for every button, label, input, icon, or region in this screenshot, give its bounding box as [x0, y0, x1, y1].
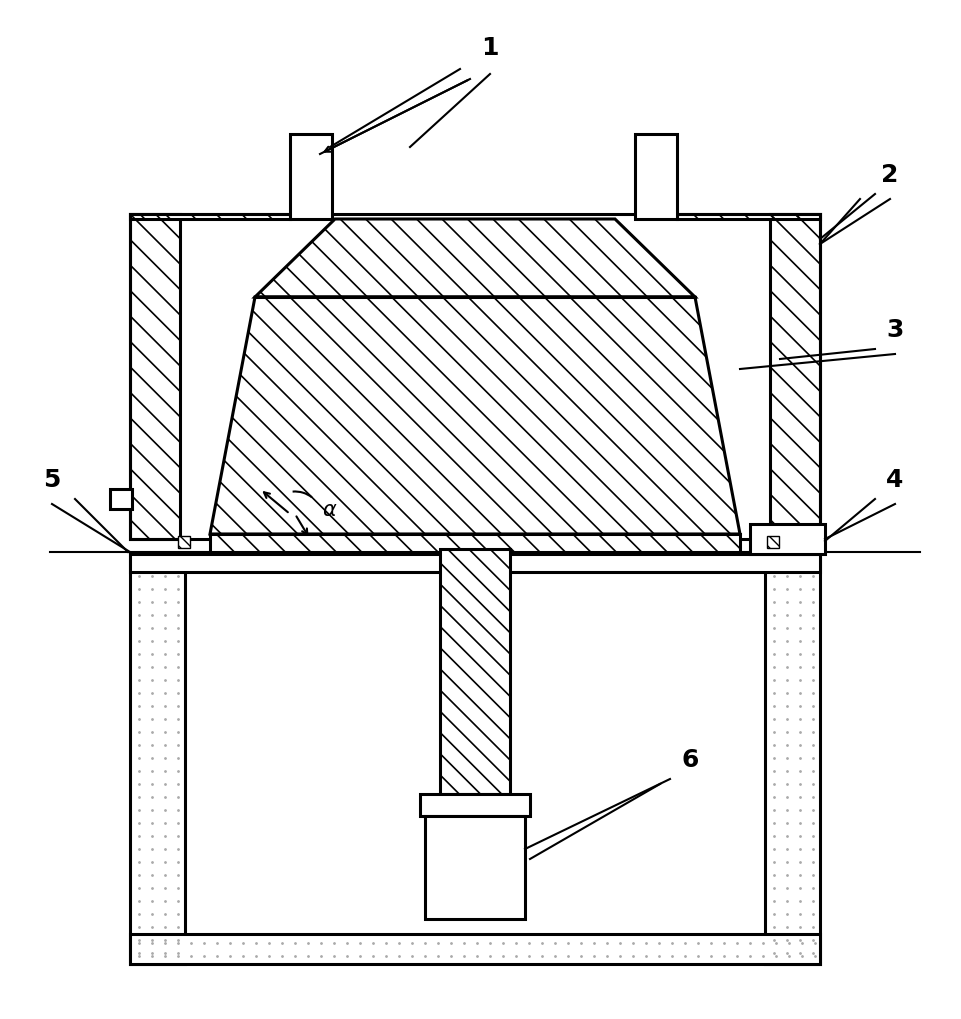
Polygon shape	[440, 549, 510, 794]
Bar	[130, 934, 820, 964]
Text: $\alpha$: $\alpha$	[322, 499, 337, 520]
Polygon shape	[767, 536, 779, 548]
Polygon shape	[178, 536, 190, 548]
Bar	[635, 135, 677, 220]
Text: 3: 3	[886, 318, 903, 341]
Polygon shape	[255, 220, 695, 298]
Bar	[130, 554, 185, 964]
Bar	[185, 554, 765, 934]
Text: 2: 2	[881, 163, 899, 186]
Bar	[130, 215, 820, 539]
Bar	[750, 525, 825, 554]
Polygon shape	[130, 215, 180, 539]
Bar	[765, 554, 820, 964]
Bar	[332, 215, 635, 220]
Bar	[420, 794, 530, 816]
Text: 4: 4	[886, 468, 903, 491]
Bar	[425, 816, 525, 919]
Polygon shape	[130, 215, 290, 220]
Bar	[130, 554, 820, 573]
Text: 6: 6	[681, 747, 699, 771]
Bar	[290, 135, 332, 220]
Polygon shape	[210, 298, 740, 535]
Text: 1: 1	[481, 36, 499, 60]
Polygon shape	[677, 215, 820, 220]
Bar	[110, 489, 132, 510]
Polygon shape	[210, 535, 740, 552]
Polygon shape	[770, 215, 820, 539]
Text: 5: 5	[43, 468, 61, 491]
